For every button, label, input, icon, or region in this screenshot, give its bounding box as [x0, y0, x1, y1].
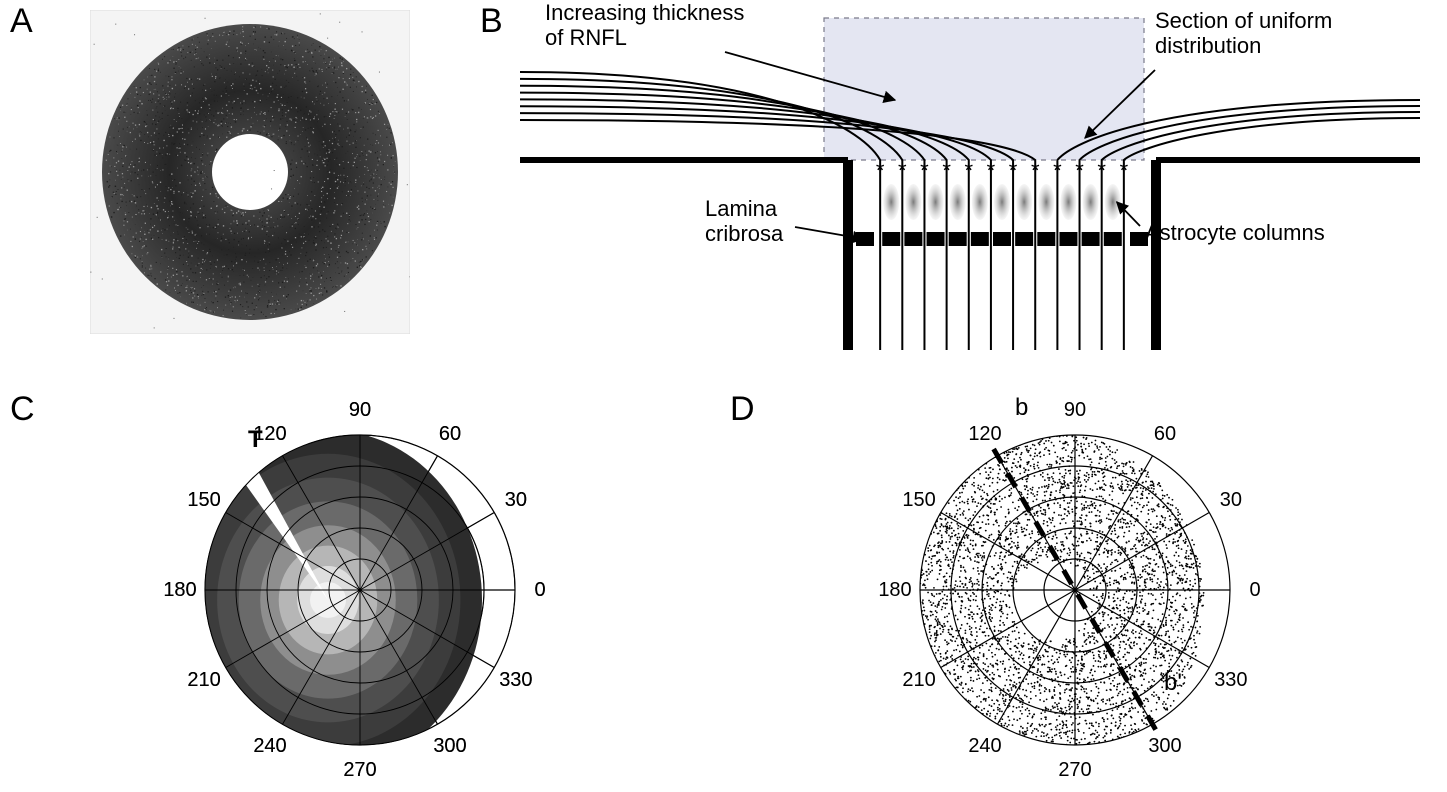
svg-text:180: 180: [163, 579, 196, 601]
svg-text:*: *: [964, 158, 973, 183]
svg-text:*: *: [1053, 158, 1062, 183]
svg-text:150: 150: [187, 489, 220, 511]
panel-label-b: B: [480, 2, 503, 41]
svg-text:330: 330: [1214, 669, 1247, 691]
svg-text:*: *: [898, 158, 907, 183]
svg-text:240: 240: [968, 735, 1001, 757]
svg-text:*: *: [1120, 158, 1129, 183]
svg-text:300: 300: [433, 735, 466, 757]
svg-text:180: 180: [878, 579, 911, 601]
svg-text:120: 120: [968, 423, 1001, 445]
panel-a: [90, 10, 410, 334]
svg-text:330: 330: [499, 669, 532, 691]
annotation-rnfl: Increasing thickness of RNFL: [545, 0, 744, 51]
svg-text:*: *: [1009, 158, 1018, 183]
panel-label-a: A: [10, 2, 33, 41]
svg-text:60: 60: [1154, 423, 1176, 445]
svg-text:30: 30: [1220, 489, 1242, 511]
panel-label-c: C: [10, 390, 35, 429]
svg-text:90: 90: [1064, 399, 1086, 421]
svg-text:210: 210: [187, 669, 220, 691]
svg-text:T: T: [248, 426, 263, 453]
svg-text:*: *: [876, 158, 885, 183]
panel-d: 0306090120150180210240270300330bb': [770, 395, 1390, 790]
svg-text:60: 60: [439, 423, 461, 445]
annotation-lamina: Lamina cribrosa: [705, 196, 783, 247]
svg-text:0: 0: [534, 579, 545, 601]
svg-text:*: *: [942, 158, 951, 183]
panel-c: 0306090120150180210240270300330030609012…: [50, 395, 670, 790]
svg-text:300: 300: [1148, 735, 1181, 757]
svg-text:90: 90: [349, 399, 371, 421]
svg-text:*: *: [1075, 158, 1084, 183]
figure-root: A B C D * * * * * * * * * * * * Increasing thicknes…: [0, 0, 1447, 792]
annotation-astro: Astrocyte columns: [1145, 220, 1325, 245]
panel-b: * * * * * * * * * * * *: [520, 10, 1420, 360]
svg-text:210: 210: [902, 669, 935, 691]
svg-text:150: 150: [902, 489, 935, 511]
svg-text:30: 30: [505, 489, 527, 511]
svg-text:*: *: [1097, 158, 1106, 183]
svg-text:270: 270: [343, 759, 376, 781]
panel-label-d: D: [730, 390, 755, 429]
annotation-uniform: Section of uniform distribution: [1155, 8, 1332, 59]
svg-text:*: *: [1031, 158, 1040, 183]
svg-text:*: *: [987, 158, 996, 183]
svg-text:270: 270: [1058, 759, 1091, 781]
svg-text:*: *: [920, 158, 929, 183]
svg-text:240: 240: [253, 735, 286, 757]
svg-text:0: 0: [1249, 579, 1260, 601]
